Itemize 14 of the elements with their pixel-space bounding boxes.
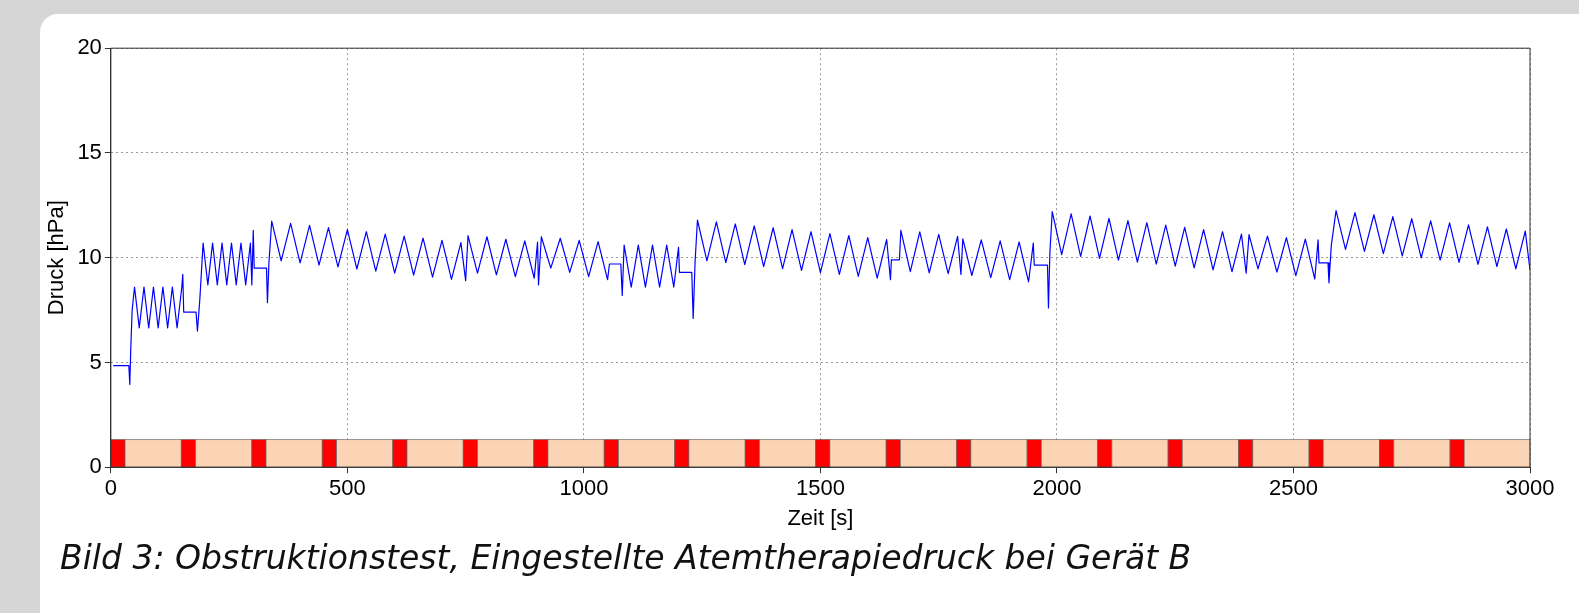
y-axis-title: Druck [hPa]: [43, 200, 69, 316]
y-tick-label: 5: [89, 348, 102, 374]
x-tick-label: 2000: [1032, 475, 1082, 501]
x-tick-label: 1500: [795, 475, 845, 501]
text: Bild 3: Obstruktionstest, Eingestellte Atemtherapiedruck bei Gerät B: [59, 538, 1193, 577]
y-tick-label: 20: [77, 34, 102, 60]
y-tick-label: 0: [89, 453, 102, 479]
x-axis-title: Zeit [s]: [787, 504, 854, 530]
x-tick-label: 2500: [1269, 475, 1318, 501]
x-tick-label: 3000: [1505, 475, 1555, 501]
x-tick-label: 1000: [559, 475, 609, 501]
y-tick-label: 10: [77, 243, 102, 269]
y-tick-label: 15: [77, 139, 102, 165]
x-tick-label: 500: [329, 475, 366, 501]
